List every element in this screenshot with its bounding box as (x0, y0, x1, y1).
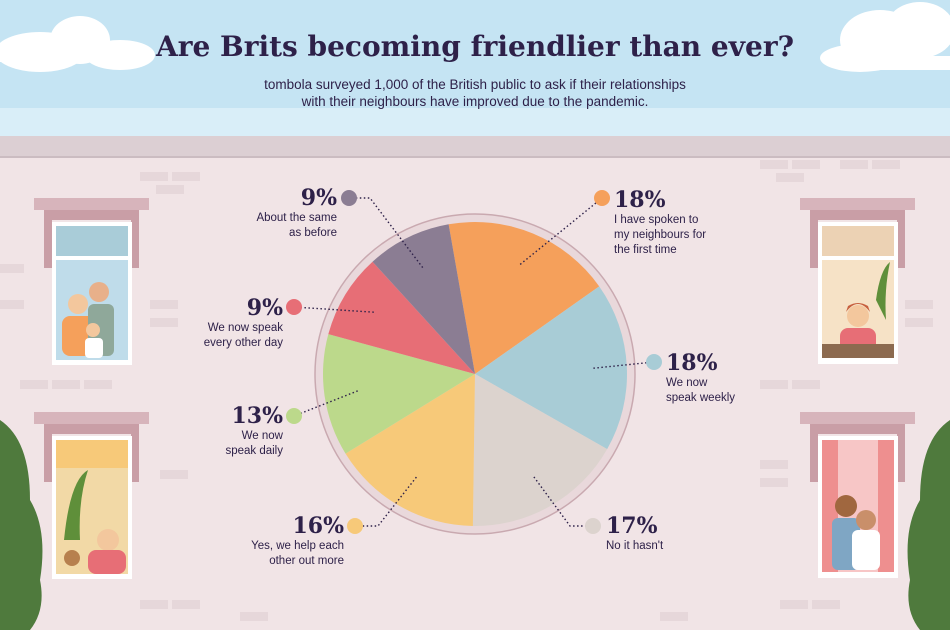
pie-leader-lines (286, 190, 662, 534)
desc-every-other-day-line-1: We now speak (207, 322, 283, 334)
pct-no-it-hasnt: 17% (606, 513, 658, 539)
window-bottom-right (800, 412, 915, 578)
label-weekly: 18% We now speak weekly (666, 350, 735, 406)
leader-line-daily (293, 390, 358, 417)
cloud-left-icon (0, 16, 155, 72)
label-daily: 13% We now speak daily (183, 403, 283, 459)
desc-weekly-line-2: speak weekly (666, 392, 736, 404)
pie-slice-help-each-other (345, 374, 475, 526)
label-help-each-other: 16% Yes, we help each other out more (224, 513, 344, 569)
pie-chart (323, 222, 628, 527)
desc-daily-line-2: speak daily (225, 445, 283, 457)
pie-slice-no-it-hasnt (472, 374, 608, 527)
window-top-left (34, 198, 149, 365)
desc-help-each-other-line-2: other out more (269, 555, 344, 567)
desc-about-the-same-line-1: About the same (256, 212, 337, 224)
pct-weekly: 18% (666, 350, 718, 376)
subtitle-line-1: tombola surveyed 1,000 of the British pu… (264, 77, 686, 92)
desc-weekly-line-1: We now (666, 377, 708, 389)
pie-slice-about-the-same (372, 224, 475, 374)
desc-every-other-day-line-2: every other day (203, 337, 283, 349)
label-dot-no-it-hasnt (585, 518, 601, 534)
desc-about-the-same-line-2: as before (289, 227, 337, 239)
label-dot-every-other-day (286, 299, 302, 315)
pie-slice-daily (323, 334, 475, 454)
pct-every-other-day: 9% (246, 295, 283, 321)
pct-help-each-other: 16% (292, 513, 344, 539)
bush-right (907, 420, 950, 630)
label-dot-about-the-same (341, 190, 357, 206)
subtitle-line-2: with their neighbours have improved due … (301, 94, 649, 109)
roof-ledge (0, 136, 950, 158)
pct-daily: 13% (231, 403, 283, 429)
window-bottom-left (34, 412, 149, 579)
pie-slice-weekly (475, 286, 628, 450)
page-title: Are Brits becoming friendlier than ever? (156, 30, 794, 63)
pct-first-time: 18% (614, 187, 666, 213)
desc-help-each-other-line-1: Yes, we help each (251, 540, 344, 552)
sky-background (0, 0, 950, 120)
wall-bricks (0, 160, 933, 621)
desc-first-time-line-3: the first time (614, 244, 677, 256)
label-no-it-hasnt: 17% No it hasn't (606, 513, 663, 554)
page-subtitle: tombola surveyed 1,000 of the British pu… (175, 76, 775, 110)
label-dot-help-each-other (347, 518, 363, 534)
leader-line-help-each-other (355, 476, 417, 527)
label-first-time: 18% I have spoken to my neighbours for t… (614, 187, 706, 258)
label-dot-first-time (594, 190, 610, 206)
desc-no-it-hasnt-line-1: No it hasn't (606, 540, 664, 552)
bush-left (0, 420, 43, 630)
label-every-other-day: 9% We now speak every other day (163, 295, 283, 351)
label-dot-daily (286, 408, 302, 424)
pie-slice-first-time (448, 222, 600, 374)
desc-daily-line-1: We now (241, 430, 283, 442)
sky-haze (0, 108, 950, 136)
label-about-the-same: 9% About the same as before (217, 185, 337, 241)
pct-about-the-same: 9% (300, 185, 337, 211)
pie-slice-every-other-day (328, 261, 475, 374)
cloud-right-icon (820, 2, 950, 72)
desc-first-time-line-1: I have spoken to (614, 214, 699, 226)
desc-first-time-line-2: my neighbours for (614, 229, 707, 241)
window-top-right (800, 198, 915, 364)
leader-line-every-other-day (293, 306, 374, 313)
label-dot-weekly (646, 354, 662, 370)
